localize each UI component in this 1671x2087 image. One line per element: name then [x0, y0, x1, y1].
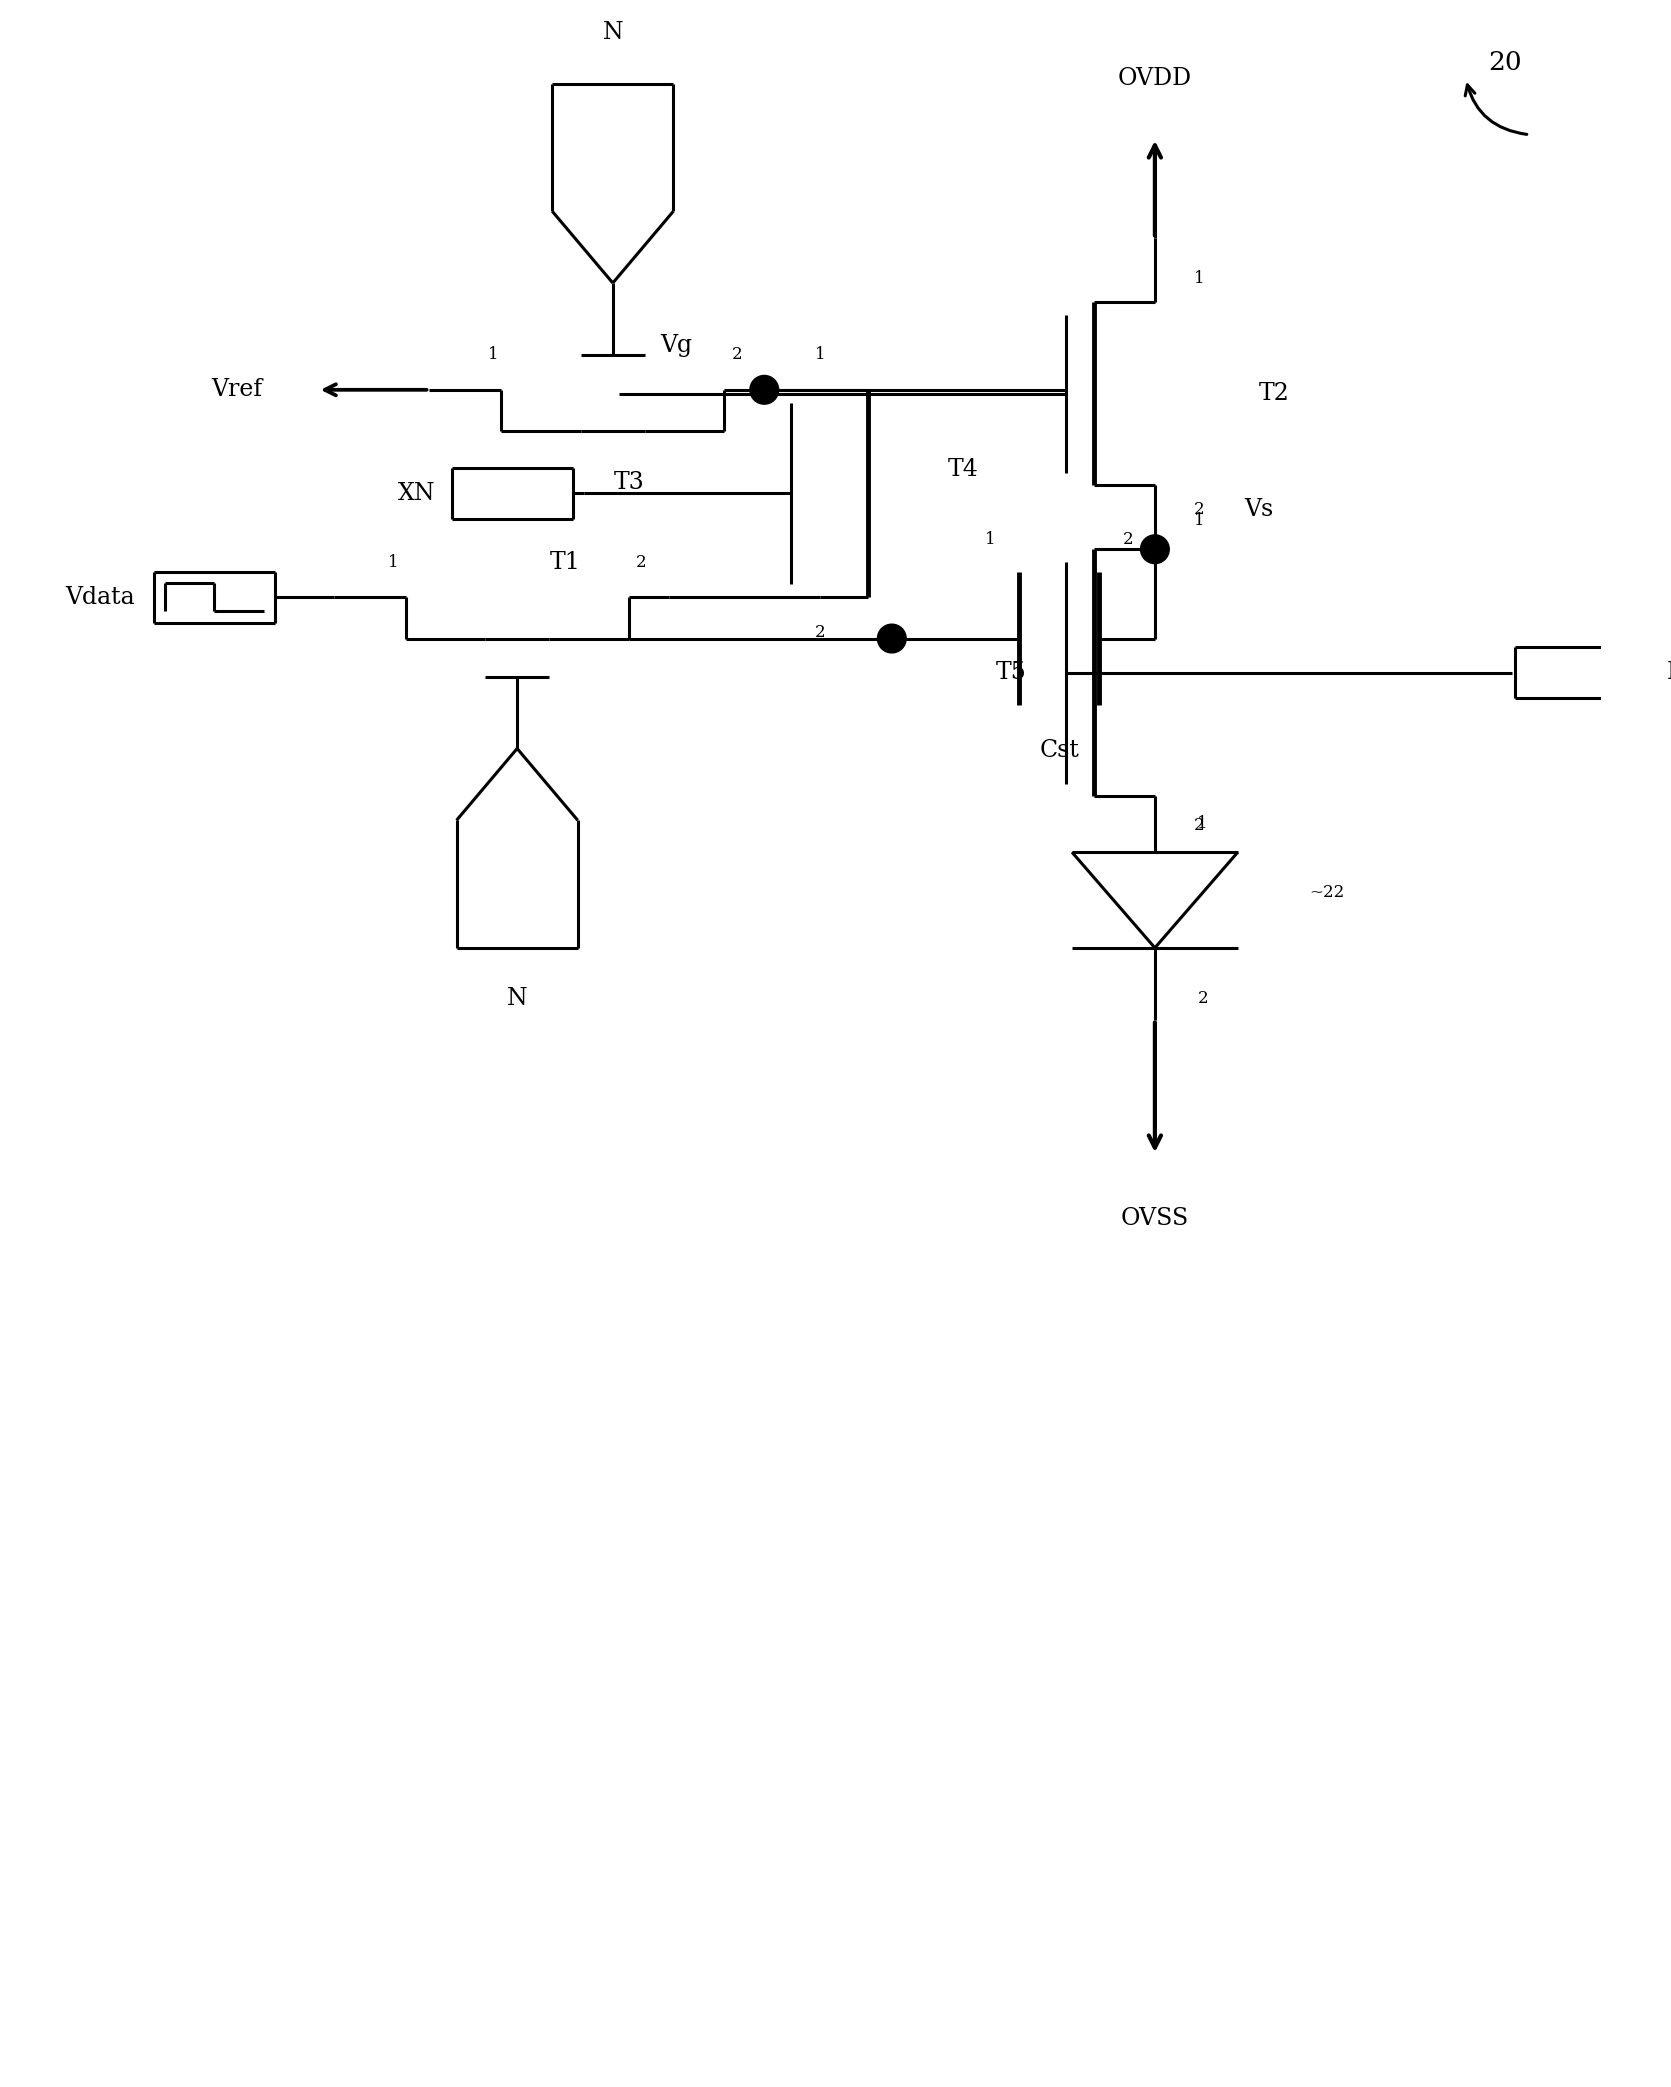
Text: OVDD: OVDD: [1118, 67, 1191, 90]
Text: Vref: Vref: [211, 378, 262, 401]
Text: 20: 20: [1487, 50, 1522, 75]
Text: OVSS: OVSS: [1121, 1208, 1190, 1231]
Text: 1: 1: [488, 346, 498, 363]
Text: T5: T5: [996, 662, 1026, 685]
Text: 2: 2: [815, 624, 825, 641]
Text: T4: T4: [947, 457, 979, 480]
Circle shape: [877, 624, 906, 653]
Text: ~22: ~22: [1310, 883, 1345, 899]
Text: 1: 1: [986, 532, 996, 549]
Text: T3: T3: [613, 472, 643, 495]
Text: 1: 1: [815, 346, 825, 363]
Text: Cst: Cst: [1039, 739, 1079, 762]
Text: 2: 2: [1195, 816, 1205, 833]
Text: 2: 2: [1195, 501, 1205, 518]
Text: EM: EM: [1666, 662, 1671, 685]
Text: Vdata: Vdata: [65, 586, 134, 609]
Text: 2: 2: [637, 553, 647, 570]
Text: N: N: [506, 987, 528, 1010]
Text: 2: 2: [732, 346, 742, 363]
Text: N: N: [603, 21, 623, 44]
Text: XN: XN: [398, 482, 436, 505]
Text: 1: 1: [1195, 269, 1205, 286]
Text: 2: 2: [1198, 991, 1208, 1008]
Circle shape: [750, 376, 779, 405]
Text: 1: 1: [1195, 511, 1205, 528]
Text: 1: 1: [388, 553, 398, 570]
Text: Vg: Vg: [660, 334, 693, 357]
Text: 2: 2: [1123, 532, 1133, 549]
Text: T1: T1: [550, 551, 580, 574]
Text: Vs: Vs: [1243, 499, 1273, 522]
Text: T2: T2: [1258, 382, 1290, 405]
Text: 1: 1: [1198, 816, 1208, 833]
Circle shape: [1141, 534, 1170, 563]
